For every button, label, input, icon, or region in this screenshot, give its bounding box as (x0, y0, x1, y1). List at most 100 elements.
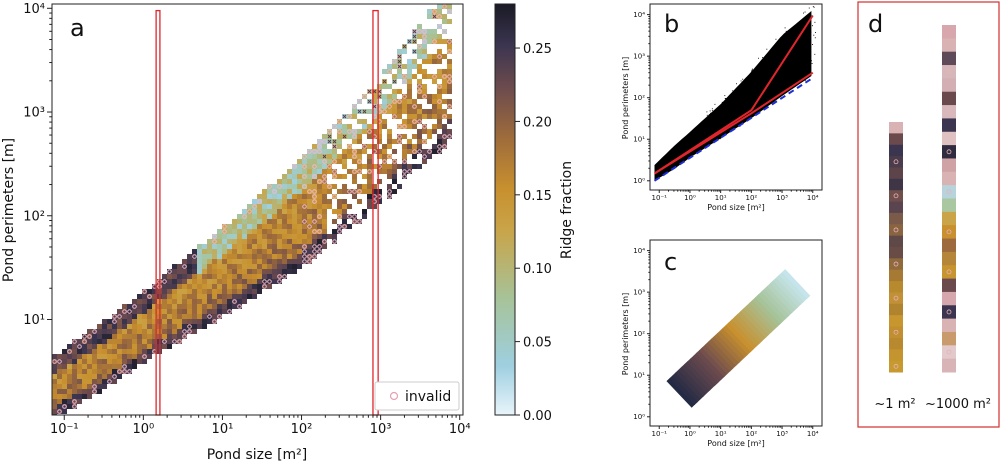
heat-cell (402, 64, 407, 69)
heat-cell (207, 284, 212, 289)
heat-cell (272, 279, 277, 284)
heat-cell (392, 139, 397, 144)
heat-cell (272, 274, 277, 279)
invalid-marker (52, 359, 57, 364)
scatter-point (718, 136, 720, 138)
invalid-marker (312, 164, 317, 169)
heat-cell (162, 324, 167, 329)
heat-cell (127, 349, 132, 354)
strip-cell (942, 278, 956, 293)
heat-cell (52, 354, 57, 359)
scatter-point (814, 37, 816, 39)
heat-cell (212, 274, 217, 279)
scatter-point (806, 45, 808, 47)
heat-cell (72, 404, 77, 409)
panel-d: d ~1 m² ~1000 m² (857, 1, 1000, 428)
heat-cell (442, 4, 447, 9)
scatter-point (811, 60, 812, 62)
heat-cell (432, 9, 437, 14)
heat-cell (192, 289, 197, 294)
heat-cell (377, 139, 382, 144)
heat-cell (172, 319, 177, 324)
heat-cell (347, 214, 352, 219)
heat-cell (372, 134, 377, 139)
invalid-marker (402, 94, 407, 99)
heat-cell (307, 189, 312, 194)
heat-cell (297, 169, 302, 174)
invalid-cross (332, 139, 337, 144)
heat-cell (52, 369, 57, 374)
heat-cell (357, 139, 362, 144)
scatter-point (759, 101, 761, 103)
heat-cell (232, 274, 237, 279)
heat-cell (197, 294, 202, 299)
heat-cell (127, 339, 132, 344)
heat-cell (427, 9, 432, 14)
heat-cell (327, 169, 332, 174)
strip-cell (942, 105, 956, 119)
heat-cell (332, 159, 337, 164)
invalid-marker (217, 314, 222, 319)
heat-cell (322, 134, 327, 139)
heat-cell (372, 119, 377, 124)
heat-cell (237, 284, 242, 289)
invalid-marker (362, 144, 367, 149)
heat-cell (177, 299, 182, 304)
heat-cell (297, 194, 302, 199)
invalid-marker (447, 9, 452, 14)
panel-label-c: c (664, 248, 677, 276)
invalid-marker (427, 149, 432, 154)
scatter-point (770, 68, 772, 70)
x-tick-label: 10² (745, 194, 757, 202)
scatter-point (722, 110, 724, 112)
heat-cell (237, 244, 242, 249)
invalid-marker (317, 149, 322, 154)
scatter-point (719, 112, 721, 114)
strip-cell (942, 65, 956, 79)
scatter-point (736, 106, 738, 108)
heat-cell (442, 79, 447, 84)
scatter-point (783, 44, 785, 46)
heat-cell (392, 114, 397, 119)
heat-cell (267, 234, 272, 239)
colorbar-gradient (494, 3, 516, 416)
heat-cell (407, 144, 412, 149)
scatter-point (759, 103, 761, 105)
heat-cell (137, 329, 142, 334)
heat-cell (257, 224, 262, 229)
strip-cell (889, 122, 903, 134)
heat-cell (397, 124, 402, 129)
x-tick-label: 10¹ (715, 430, 727, 438)
y-tick-label: 10⁰ (633, 177, 645, 185)
heat-cell (247, 204, 252, 209)
invalid-marker (347, 189, 352, 194)
heat-cell (342, 199, 347, 204)
heat-cell (292, 254, 297, 259)
heat-cell (92, 379, 97, 384)
invalid-marker (402, 169, 407, 174)
heat-cell (417, 89, 422, 94)
heat-cell (237, 219, 242, 224)
strip-marker (946, 189, 952, 195)
heat-cell (187, 269, 192, 274)
scatter-point (721, 115, 723, 117)
heat-cell (202, 304, 207, 309)
heat-cell (307, 244, 312, 249)
highlight-box (155, 9, 161, 416)
heat-cell (362, 189, 367, 194)
heat-cell (177, 319, 182, 324)
scatter-point (804, 25, 806, 27)
heat-cell (207, 249, 212, 254)
heat-cell (327, 234, 332, 239)
heat-cell (277, 274, 282, 279)
heat-cell (272, 219, 277, 224)
heat-cell (267, 189, 272, 194)
invalid-marker (307, 254, 312, 259)
scatter-point (705, 145, 707, 146)
heat-cell (317, 249, 322, 254)
heat-cell (262, 189, 267, 194)
heat-cell (292, 229, 297, 234)
heat-cell (177, 339, 182, 344)
heat-cell (187, 289, 192, 294)
